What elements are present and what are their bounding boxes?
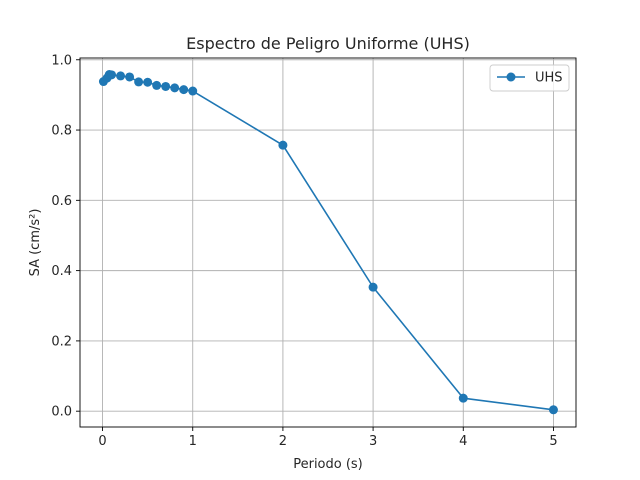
data-point <box>458 393 468 403</box>
legend-marker-swatch <box>506 72 516 82</box>
legend: UHS <box>489 64 570 92</box>
x-tick-label: 1 <box>189 434 197 449</box>
data-point <box>143 77 153 87</box>
x-axis-title: Periodo (s) <box>293 457 363 472</box>
series-layer <box>98 70 558 415</box>
y-tick-label: 0.8 <box>51 124 72 139</box>
data-point <box>152 80 162 90</box>
data-point <box>170 83 180 93</box>
data-point <box>134 77 144 87</box>
x-tick-label: 2 <box>279 434 287 449</box>
x-tick-label: 4 <box>459 434 467 449</box>
data-point <box>188 86 198 96</box>
plot-frame <box>79 57 577 428</box>
y-tick-label: 0.0 <box>51 405 72 420</box>
data-point <box>548 405 558 415</box>
x-tick-label: 5 <box>549 434 557 449</box>
y-tick-label: 0.2 <box>51 334 72 349</box>
legend-label-uhs: UHS <box>535 71 563 86</box>
x-tick-label: 3 <box>369 434 377 449</box>
data-point <box>278 140 288 150</box>
y-tick-label: 1.0 <box>51 53 72 68</box>
data-point <box>116 71 126 81</box>
y-axis-title: SA (cm/s²) <box>28 209 43 277</box>
y-tick-label: 0.6 <box>51 194 72 209</box>
data-point <box>368 282 378 292</box>
chart-title: Espectro de Peligro Uniforme (UHS) <box>186 34 470 53</box>
grid <box>80 58 576 427</box>
legend-box <box>489 64 570 92</box>
x-tick-label: 0 <box>98 434 106 449</box>
data-point <box>161 81 171 91</box>
y-tick-label: 0.4 <box>51 264 72 279</box>
ticks: 0 1 2 3 4 5 0.0 0.2 0.4 0.6 0.8 1.0 <box>51 53 557 449</box>
data-point <box>107 70 117 80</box>
data-point <box>179 85 189 95</box>
data-point <box>125 72 135 82</box>
